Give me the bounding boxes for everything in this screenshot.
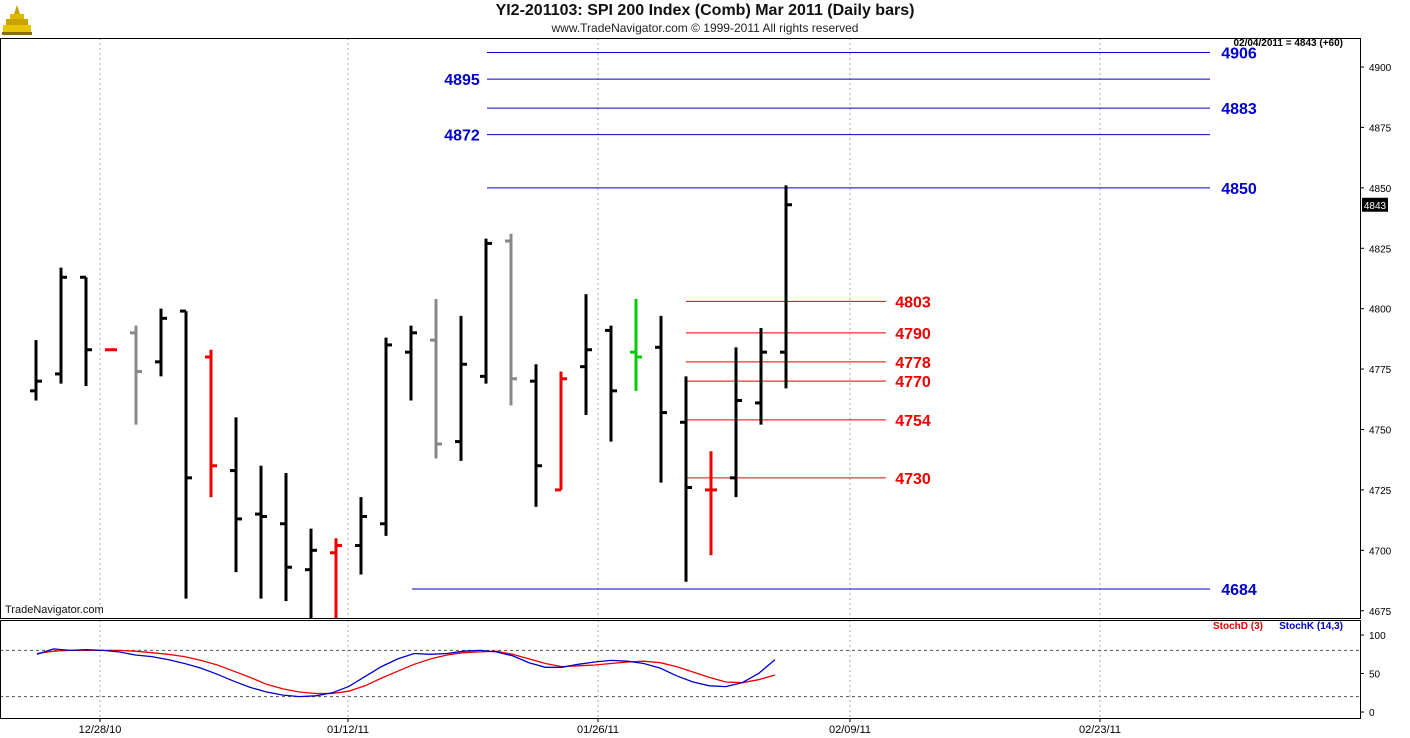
level-label-blue: 4906 bbox=[1221, 46, 1257, 63]
ohlc-bar bbox=[405, 325, 417, 401]
y-tick-label: 4850 bbox=[1369, 184, 1392, 195]
stoch-panel-frame bbox=[0, 620, 1361, 719]
y-tick-label: 4825 bbox=[1369, 244, 1392, 255]
ohlc-bar bbox=[205, 349, 217, 498]
ohlc-bar bbox=[180, 309, 192, 599]
legend-stoch-d: StochD (3) bbox=[1213, 621, 1263, 632]
ohlc-bar bbox=[480, 238, 492, 384]
level-label-red: 4790 bbox=[895, 326, 931, 343]
y-tick-label: 4675 bbox=[1369, 607, 1392, 618]
ohlc-bar bbox=[730, 347, 742, 498]
ohlc-bar bbox=[130, 325, 142, 425]
ohlc-bar bbox=[505, 233, 517, 406]
ohlc-bar bbox=[430, 299, 442, 459]
ohlc-bar bbox=[380, 337, 392, 536]
ohlc-bar bbox=[655, 315, 667, 483]
stoch-y-tick-label: 100 bbox=[1369, 631, 1386, 642]
ohlc-bar bbox=[330, 538, 342, 618]
ohlc-bar bbox=[155, 308, 167, 377]
x-tick-label: 02/09/11 bbox=[829, 724, 871, 736]
ohlc-bar bbox=[605, 325, 617, 442]
grid bbox=[0, 38, 1360, 718]
ohlc-bar bbox=[230, 417, 242, 573]
price-panel-frame bbox=[0, 38, 1361, 619]
watermark: TradeNavigator.com bbox=[5, 604, 104, 616]
last-price-tag-label: 4843 bbox=[1364, 201, 1387, 212]
ohlc-bar bbox=[580, 294, 592, 415]
ohlc-bar bbox=[355, 497, 367, 575]
level-label-blue: 4872 bbox=[444, 128, 480, 145]
ohlc-bar bbox=[530, 364, 542, 507]
y-tick-label: 4700 bbox=[1369, 546, 1392, 557]
y-tick-label: 4800 bbox=[1369, 305, 1392, 316]
level-label-red: 4754 bbox=[895, 413, 931, 430]
price-levels: 4906 4895 4883 4872 4850 4684 4803 4790 4778 4770… bbox=[412, 46, 1257, 599]
legend-stoch-k: StochK (14,3) bbox=[1279, 621, 1343, 632]
x-tick-label: 01/12/11 bbox=[327, 724, 369, 736]
stochastic-panel: StochD (3) StochK (14,3) bbox=[36, 621, 1343, 698]
chart-header: YI2-201103: SPI 200 Index (Comb) Mar 201… bbox=[0, 0, 1410, 38]
y-tick-label: 4750 bbox=[1369, 426, 1392, 437]
ohlc-bar bbox=[680, 376, 692, 582]
level-label-red: 4778 bbox=[895, 355, 931, 372]
stoch-y-tick-label: 50 bbox=[1369, 670, 1381, 681]
ohlc-bar bbox=[255, 465, 267, 599]
level-label-blue: 4684 bbox=[1221, 582, 1257, 599]
y-tick-label: 4775 bbox=[1369, 365, 1392, 376]
ohlc-bar bbox=[80, 275, 92, 386]
stoch-y-tick-label: 0 bbox=[1369, 708, 1375, 719]
level-label-red: 4770 bbox=[895, 374, 931, 391]
last-price-tag bbox=[1362, 197, 1388, 212]
ohlc-bar bbox=[780, 185, 792, 389]
level-label-red: 4803 bbox=[895, 294, 931, 311]
ohlc-bar bbox=[305, 528, 317, 618]
level-label-red: 4730 bbox=[895, 471, 931, 488]
ohlc-bar bbox=[755, 328, 767, 425]
stoch-series-line bbox=[36, 648, 776, 698]
ohlc-bar bbox=[280, 473, 292, 602]
ohlc-bar bbox=[705, 451, 717, 556]
ohlc-bars bbox=[30, 185, 792, 618]
level-label-blue: 4850 bbox=[1221, 181, 1257, 198]
x-tick-label: 02/23/11 bbox=[1079, 724, 1121, 736]
ohlc-bar bbox=[55, 267, 67, 384]
chart-subtitle: www.TradeNavigator.com © 1999-2011 All r… bbox=[551, 21, 859, 35]
y-tick-label: 4875 bbox=[1369, 123, 1392, 134]
level-label-blue: 4895 bbox=[444, 72, 480, 89]
ohlc-bar bbox=[555, 371, 567, 492]
y-tick-label: 4900 bbox=[1369, 63, 1392, 74]
x-tick-label: 01/26/11 bbox=[577, 724, 619, 736]
ohlc-bar bbox=[455, 315, 467, 461]
trade-navigator-logo-icon bbox=[2, 2, 32, 36]
ohlc-bar bbox=[630, 299, 642, 391]
stoch-series-line bbox=[36, 649, 776, 695]
chart-title: YI2-201103: SPI 200 Index (Comb) Mar 201… bbox=[495, 2, 915, 19]
ohlc-bar bbox=[30, 340, 42, 401]
y-tick-label: 4725 bbox=[1369, 486, 1392, 497]
axes: 12/28/10 01/12/11 01/26/11 02/09/11 02/23/11… bbox=[0, 38, 1392, 736]
level-label-blue: 4883 bbox=[1221, 101, 1257, 118]
price-readout: 02/04/2011 = 4843 (+60) bbox=[1233, 38, 1343, 49]
x-tick-label: 12/28/10 bbox=[79, 724, 122, 736]
